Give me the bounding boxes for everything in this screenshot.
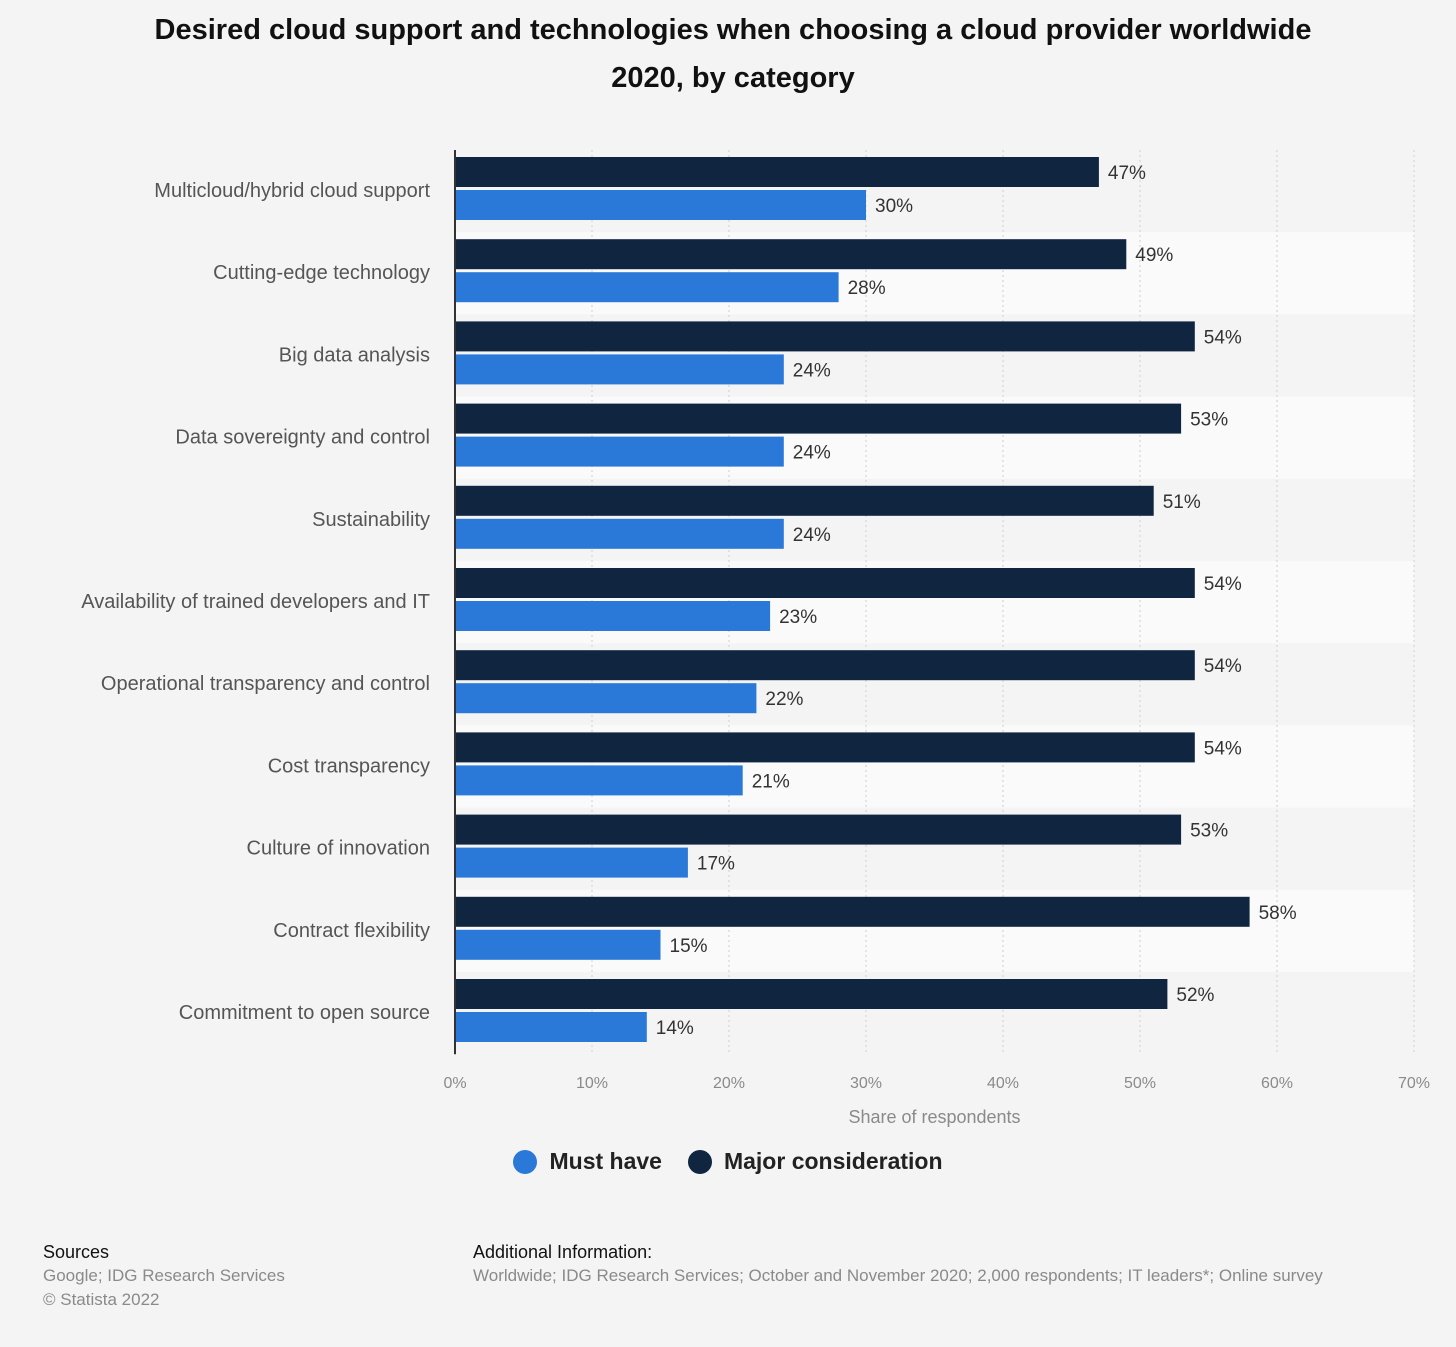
- x-tick-label: 20%: [713, 1075, 745, 1092]
- bar-must-have: [455, 190, 866, 220]
- data-label-major-consideration: 54%: [1204, 327, 1242, 348]
- data-label-major-consideration: 53%: [1190, 821, 1228, 842]
- chart-title-line-2: 2020, by category: [611, 62, 855, 94]
- category-label: Cost transparency: [268, 755, 430, 777]
- category-label: Culture of innovation: [247, 838, 430, 860]
- bar-major-consideration: [455, 403, 1182, 434]
- bar-must-have: [455, 765, 743, 796]
- data-label-major-consideration: 58%: [1259, 903, 1297, 924]
- data-label-major-consideration: 47%: [1108, 163, 1146, 184]
- category-label: Cutting-edge technology: [213, 262, 430, 284]
- x-tick-label: 10%: [576, 1075, 608, 1092]
- bar-must-have: [455, 354, 784, 385]
- bar-must-have: [455, 847, 688, 878]
- x-axis-title: Share of respondents: [848, 1107, 1020, 1127]
- x-tick-label: 40%: [987, 1075, 1019, 1092]
- bar-must-have: [455, 518, 784, 549]
- data-label-major-consideration: 54%: [1204, 656, 1242, 677]
- bar-major-consideration: [455, 239, 1127, 270]
- category-label: Availability of trained developers and I…: [81, 591, 430, 613]
- data-label-must-have: 28%: [848, 278, 886, 299]
- chart-title-line-1: Desired cloud support and technologies w…: [154, 14, 1312, 46]
- bar-must-have: [455, 272, 839, 303]
- data-label-major-consideration: 54%: [1204, 574, 1242, 595]
- bar-chart: 0% 10% 20% 30% 40% 50% 60% 70% Share of responde…: [81, 150, 1430, 1127]
- x-tick-label: 0%: [443, 1075, 466, 1092]
- bar-major-consideration: [455, 485, 1154, 516]
- chart-legend: Must have Major consideration: [0, 1148, 1456, 1175]
- x-tick-label: 30%: [850, 1075, 882, 1092]
- data-label-major-consideration: 54%: [1204, 738, 1242, 759]
- category-label: Commitment to open source: [179, 1002, 430, 1024]
- data-label-must-have: 21%: [752, 771, 790, 792]
- bar-must-have: [455, 436, 784, 467]
- bar-major-consideration: [455, 896, 1250, 927]
- category-label: Multicloud/hybrid cloud support: [154, 180, 430, 202]
- bar-major-consideration: [455, 321, 1195, 352]
- bar-major-consideration: [455, 979, 1168, 1009]
- bar-major-consideration: [455, 814, 1182, 845]
- chart-title: Desired cloud support and technologies w…: [60, 6, 1406, 102]
- x-tick-label: 70%: [1398, 1075, 1430, 1092]
- bar-major-consideration: [455, 732, 1195, 763]
- bar-must-have: [455, 929, 661, 960]
- legend-marker-must-have: [513, 1149, 538, 1174]
- legend-label-major-consideration: Major consideration: [723, 1148, 943, 1174]
- x-tick-label: 50%: [1124, 1075, 1156, 1092]
- legend-marker-major-consideration: [687, 1149, 712, 1174]
- additional-info-heading: Additional Information:: [473, 1242, 653, 1262]
- x-tick-label: 60%: [1261, 1075, 1293, 1092]
- bar-major-consideration: [455, 157, 1099, 187]
- sources-block: Sources Google; IDG Research Services © …: [43, 1240, 285, 1312]
- data-label-must-have: 30%: [875, 196, 913, 217]
- bar-major-consideration: [455, 568, 1195, 598]
- data-label-must-have: 23%: [779, 607, 817, 628]
- data-label-must-have: 14%: [656, 1018, 694, 1039]
- data-label-must-have: 22%: [765, 689, 803, 710]
- data-label-must-have: 17%: [697, 854, 735, 875]
- bar-must-have: [455, 683, 757, 714]
- sources-text[interactable]: Google; IDG Research Services: [43, 1266, 285, 1285]
- copyright-text: © Statista 2022: [43, 1290, 160, 1309]
- data-label-must-have: 24%: [793, 443, 831, 464]
- bar-major-consideration: [455, 650, 1195, 681]
- data-label-major-consideration: 51%: [1163, 492, 1201, 513]
- legend-item-major-consideration[interactable]: Major consideration: [687, 1148, 943, 1175]
- additional-info-text: Worldwide; IDG Research Services; Octobe…: [473, 1266, 1323, 1285]
- category-label: Sustainability: [312, 509, 430, 531]
- category-label: Operational transparency and control: [101, 673, 430, 695]
- data-label-major-consideration: 52%: [1176, 985, 1214, 1006]
- legend-label-must-have: Must have: [549, 1148, 662, 1174]
- category-label: Big data analysis: [279, 344, 430, 366]
- additional-info-block: Additional Information: Worldwide; IDG R…: [473, 1240, 1323, 1288]
- data-label-must-have: 24%: [793, 525, 831, 546]
- category-label: Contract flexibility: [273, 920, 430, 942]
- category-label: Data sovereignty and control: [175, 427, 430, 449]
- legend-item-must-have[interactable]: Must have: [513, 1148, 662, 1175]
- data-label-major-consideration: 53%: [1190, 410, 1228, 431]
- data-label-must-have: 15%: [670, 936, 708, 957]
- sources-heading: Sources: [43, 1242, 110, 1262]
- data-label-must-have: 24%: [793, 360, 831, 381]
- bar-must-have: [455, 1012, 647, 1042]
- data-label-major-consideration: 49%: [1135, 245, 1173, 266]
- bar-must-have: [455, 601, 771, 631]
